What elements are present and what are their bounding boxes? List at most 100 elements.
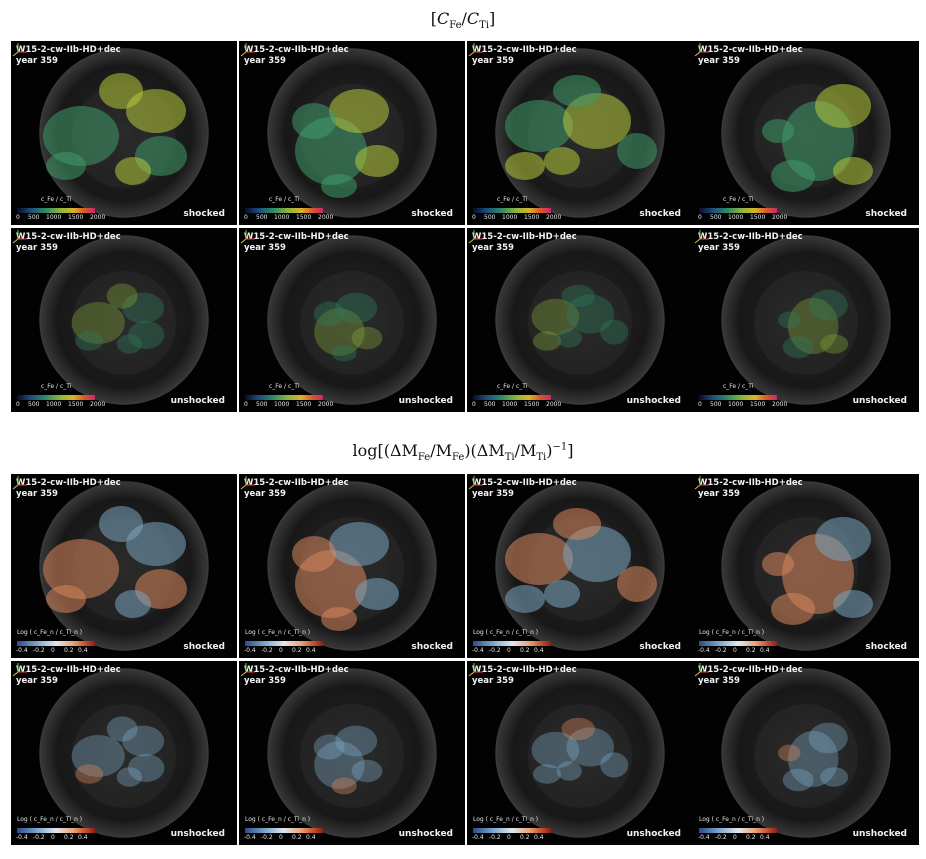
colorbar-tick-label: 0 <box>507 834 511 841</box>
colorbar-tick-label: 0.4 <box>78 647 88 654</box>
colorbar-tick-label: 0 <box>51 647 55 654</box>
ejecta-clump <box>43 539 119 599</box>
remnant-render <box>721 235 891 405</box>
render-panel-unshocked-3: W15-2-cw-IIb-HD+dec year 359 Log ( c_Fe_n … <box>467 661 693 845</box>
colorbar-tick-label: -0.4 <box>698 647 710 654</box>
ejecta-clump <box>531 731 580 769</box>
colorbar-ticks: 0 500 1000 1500 2000 <box>244 401 354 409</box>
ejecta-clump <box>617 133 657 169</box>
ejecta-clump <box>99 506 143 542</box>
simulation-label: W15-2-cw-IIb-HD+dec <box>16 232 121 242</box>
colorbar-tick-label: 0 <box>472 401 476 408</box>
colorbar-title: Log ( c_Fe_n / c_Ti_n ) <box>699 816 765 823</box>
state-label: unshocked <box>626 396 681 406</box>
orientation-axes-icon <box>240 663 255 677</box>
colorbar-ticks: -0.4 -0.2 0 0.2 0.4 <box>16 834 126 842</box>
colorbar-title: Log ( c_Fe_n / c_Ti_n ) <box>473 816 539 823</box>
ejecta-clump <box>556 328 582 348</box>
ejecta-clump <box>335 292 378 324</box>
ejecta-clump <box>833 157 873 185</box>
state-label: shocked <box>865 209 907 219</box>
outer-shell <box>267 235 437 405</box>
remnant-render <box>721 48 891 218</box>
colorbar-tick-label: 0.4 <box>306 647 316 654</box>
outer-shell <box>495 235 665 405</box>
ejecta-clump <box>782 335 814 359</box>
colorbar-tick-label: 1500 <box>296 401 312 408</box>
colorbar-ticks: 0 500 1000 1500 2000 <box>16 214 126 222</box>
colorbar-title: Log ( c_Fe_n / c_Ti_n ) <box>699 629 765 636</box>
colorbar-tick-label: -0.4 <box>698 834 710 841</box>
year-label: year 359 <box>16 489 58 499</box>
orientation-axes-icon <box>12 476 27 490</box>
colorbar-tick-label: 0.2 <box>292 647 302 654</box>
remnant-render <box>495 481 665 651</box>
ejecta-clump <box>820 767 849 787</box>
ejecta-clump <box>126 89 186 133</box>
ejecta-clump <box>292 103 336 139</box>
colorbar-tick-label: -0.4 <box>472 647 484 654</box>
colorbar-tick-label: 0.2 <box>520 647 530 654</box>
colorbar-tick-label: 1000 <box>502 401 518 408</box>
outer-shell <box>39 668 209 838</box>
inner-ejecta <box>528 704 632 808</box>
orientation-axes-icon <box>694 663 709 677</box>
colorbar-tick-label: 1500 <box>68 401 84 408</box>
ejecta-clump <box>115 157 151 185</box>
simulation-label: W15-2-cw-IIb-HD+dec <box>472 665 577 675</box>
colorbar <box>245 395 323 400</box>
orientation-axes-icon <box>240 43 255 57</box>
remnant-render <box>721 481 891 651</box>
colorbar-tick-label: 2000 <box>772 214 788 221</box>
remnant-render <box>39 48 209 218</box>
year-label: year 359 <box>472 56 514 66</box>
state-label: shocked <box>183 209 225 219</box>
colorbar-tick-label: 0 <box>51 834 55 841</box>
colorbar-ticks: -0.4 -0.2 0 0.2 0.4 <box>698 834 808 842</box>
orientation-axes-icon <box>12 230 27 244</box>
orientation-axes-icon <box>694 230 709 244</box>
colorbar-title: c_Fe / c_Ti <box>723 383 754 390</box>
orientation-axes-icon <box>468 230 483 244</box>
ejecta-clump <box>355 578 399 610</box>
simulation-label: W15-2-cw-IIb-HD+dec <box>16 45 121 55</box>
orientation-axes-icon <box>12 663 27 677</box>
ejecta-clump <box>314 741 365 789</box>
colorbar-tick-label: 0.4 <box>534 647 544 654</box>
ejecta-clump <box>566 294 614 334</box>
ejecta-clump <box>600 752 629 778</box>
colorbar-tick-label: 0.2 <box>292 834 302 841</box>
orientation-axes-icon <box>240 476 255 490</box>
colorbar-tick-label: -0.2 <box>33 834 45 841</box>
colorbar-tick-label: 2000 <box>546 214 562 221</box>
ejecta-clump <box>331 777 357 795</box>
colorbar-tick-label: -0.4 <box>472 834 484 841</box>
ejecta-clump <box>329 522 389 566</box>
colorbar <box>245 641 323 646</box>
outer-shell <box>39 235 209 405</box>
ejecta-clump <box>351 326 383 350</box>
ejecta-clump <box>505 585 545 613</box>
colorbar-tick-label: 1500 <box>750 401 766 408</box>
simulation-label: W15-2-cw-IIb-HD+dec <box>698 232 803 242</box>
remnant-render <box>721 668 891 838</box>
ejecta-clump <box>505 100 573 152</box>
colorbar-tick-label: 2000 <box>90 401 106 408</box>
ejecta-clump <box>553 75 601 107</box>
ejecta-clump <box>782 768 814 792</box>
ejecta-clump <box>106 283 138 309</box>
colorbar-ticks: 0 500 1000 1500 2000 <box>472 214 582 222</box>
ejecta-clump <box>808 722 848 754</box>
year-label: year 359 <box>472 676 514 686</box>
year-label: year 359 <box>698 489 740 499</box>
remnant-render <box>39 481 209 651</box>
panel-grid-concentration: W15-2-cw-IIb-HD+dec year 359 c_Fe / c_Ti 0 5… <box>11 41 919 412</box>
colorbar-tick-label: 1500 <box>750 214 766 221</box>
ejecta-clump <box>815 84 871 128</box>
orientation-axes-icon <box>12 43 27 57</box>
colorbar-tick-label: 0 <box>733 834 737 841</box>
colorbar-tick-label: 1500 <box>296 214 312 221</box>
year-label: year 359 <box>16 56 58 66</box>
section-title-log-mass-ratio: log[(ΔMFe/MFe)(ΔMTi/MTi)−1] <box>352 441 574 464</box>
colorbar <box>17 395 95 400</box>
